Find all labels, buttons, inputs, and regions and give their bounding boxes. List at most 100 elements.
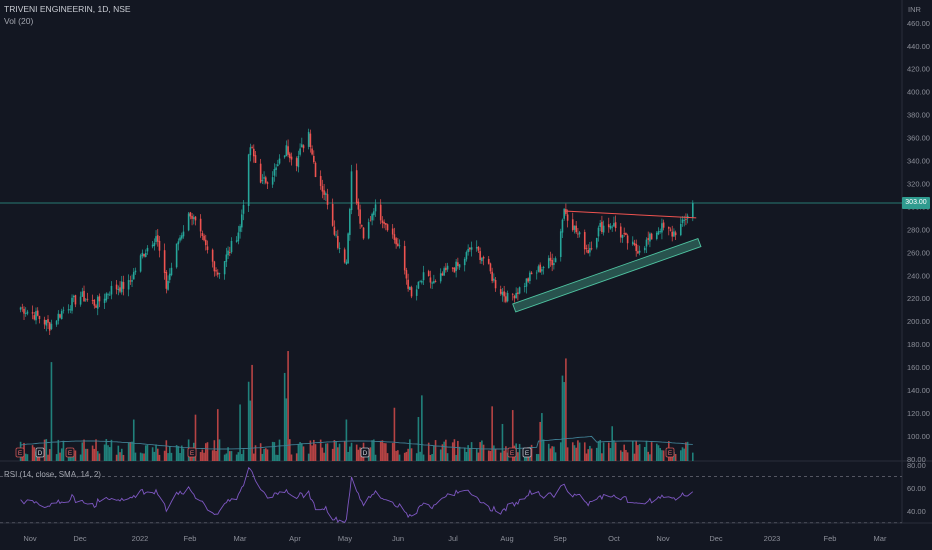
candle: [235, 240, 238, 242]
volume-bar: [429, 454, 432, 461]
candle: [69, 309, 72, 311]
volume-bar: [391, 443, 394, 461]
volume-bar: [146, 444, 149, 461]
candle: [515, 292, 517, 299]
candle: [410, 287, 413, 297]
candle: [223, 261, 226, 275]
volume-bar: [50, 362, 53, 461]
candle: [601, 221, 603, 233]
volume-legend[interactable]: Vol (20): [4, 16, 34, 26]
volume-bar: [649, 454, 651, 461]
volume-bar: [475, 448, 478, 461]
candle: [602, 225, 605, 233]
volume-bar: [657, 445, 660, 461]
volume-bar: [625, 449, 627, 461]
candle: [590, 248, 593, 250]
volume-bar: [263, 448, 265, 461]
candle: [381, 220, 384, 223]
volume-bar: [254, 445, 257, 461]
volume-bar: [385, 443, 387, 461]
candle: [583, 232, 586, 250]
volume-bar: [117, 445, 120, 461]
volume-bar: [589, 445, 591, 461]
volume-bar: [455, 454, 457, 461]
rsi-axis-tick: 60.00: [907, 484, 926, 493]
candle: [96, 296, 99, 309]
volume-bar: [403, 452, 406, 461]
event-marker: [65, 447, 75, 458]
time-axis-tick: Apr: [289, 534, 301, 543]
candle: [347, 233, 349, 264]
candle: [230, 240, 233, 253]
candle: [421, 281, 423, 283]
candle: [398, 245, 401, 247]
volume-bar: [259, 443, 262, 461]
symbol-legend[interactable]: TRIVENI ENGINEERIN, 1D, NSE: [4, 4, 131, 14]
volume-bar: [626, 452, 629, 461]
candle: [191, 215, 193, 219]
volume-bar: [601, 453, 603, 461]
volume-bar: [607, 442, 610, 461]
volume-bar: [571, 442, 574, 461]
candle: [657, 231, 660, 235]
rsi-axis-tick: 80.00: [907, 461, 926, 470]
candle: [307, 131, 310, 147]
candle: [179, 237, 181, 241]
candle: [108, 294, 111, 296]
candle: [681, 219, 684, 223]
candle: [409, 286, 411, 290]
volume-bar: [31, 445, 34, 461]
candle: [153, 242, 156, 247]
candle: [537, 266, 540, 272]
candle: [143, 253, 145, 257]
volume-bar: [290, 454, 293, 461]
volume-bar: [247, 381, 250, 461]
candle: [393, 234, 396, 240]
volume-bar: [158, 454, 161, 461]
candle: [431, 282, 433, 284]
volume-bar: [517, 452, 519, 461]
volume-bar: [511, 410, 514, 461]
candle: [215, 270, 217, 272]
volume-bar: [275, 454, 277, 461]
candle: [177, 241, 180, 245]
candle: [343, 249, 346, 263]
candle: [275, 167, 277, 170]
candle: [487, 258, 490, 264]
candle: [204, 239, 207, 246]
volume-bar: [405, 451, 408, 461]
time-axis-tick: Jun: [392, 534, 404, 543]
price-axis-tick: 260.00: [907, 248, 930, 257]
volume-bar: [681, 447, 684, 461]
volume-bar: [156, 448, 159, 461]
volume-bar: [249, 400, 252, 461]
candle: [170, 267, 173, 276]
volume-bar: [57, 439, 60, 461]
candle: [465, 252, 468, 260]
candle: [349, 209, 351, 235]
candle: [422, 272, 425, 281]
candle: [55, 320, 58, 325]
candle: [19, 307, 22, 310]
volume-bar: [565, 358, 567, 461]
volume-bar: [493, 445, 495, 461]
volume-bar: [143, 453, 145, 461]
candle: [609, 225, 612, 229]
volume-bar: [599, 439, 601, 461]
volume-bar: [218, 439, 221, 461]
volume-bar: [273, 442, 276, 461]
price-axis-tick: 200.00: [907, 317, 930, 326]
volume-bar: [549, 448, 552, 461]
volume-bar: [481, 440, 483, 461]
candle: [314, 162, 317, 178]
rsi-legend[interactable]: RSI (14, close, SMA, 14, 2): [4, 470, 101, 479]
candle: [321, 186, 324, 192]
volume-bar: [453, 439, 456, 461]
volume-bar: [119, 452, 121, 461]
volume-bar: [95, 439, 97, 461]
volume-bar: [361, 454, 363, 461]
candle: [493, 278, 495, 281]
volume-bar: [93, 448, 96, 461]
